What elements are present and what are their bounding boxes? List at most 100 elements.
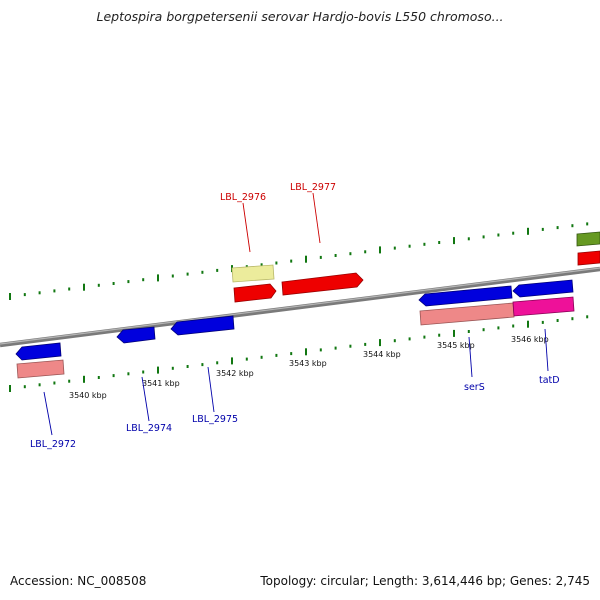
major-tick [9,293,11,300]
kbp-label: 3543 kbp [289,359,327,368]
minor-tick [319,255,322,259]
minor-tick [275,261,278,265]
minor-tick [142,278,145,282]
minor-tick [171,274,174,278]
gene-label-LBL_2977[interactable]: LBL_2977 [290,182,336,193]
minor-tick [127,372,130,376]
gene-label-LBL_2972[interactable]: LBL_2972 [30,439,76,450]
cds-serS[interactable] [418,285,513,307]
minor-tick [349,252,352,256]
major-tick [453,329,455,337]
minor-tick [541,227,544,231]
accession-text: Accession: NC_008508 [10,574,147,588]
minor-tick [260,263,263,267]
minor-tick [97,376,100,379]
gene-label-LBL_2974[interactable]: LBL_2974 [126,423,172,434]
gene-label-LBL_2975[interactable]: LBL_2975 [192,414,238,425]
minor-tick [541,320,544,324]
minor-tick [245,357,248,361]
minor-tick [497,233,500,237]
minor-tick [216,361,219,365]
gene-label-LBL_2976[interactable]: LBL_2976 [220,192,266,203]
minor-tick [171,366,174,370]
minor-tick [586,222,589,226]
cds-LBL_2972[interactable] [15,342,62,361]
cds-LBL_2975[interactable] [170,315,235,336]
chromosome-backbone [0,266,600,348]
minor-tick [290,259,293,263]
major-tick [157,366,159,374]
cds-LBL_2976[interactable] [233,283,277,303]
minor-tick [364,250,367,254]
major-tick [305,348,307,356]
minor-tick [290,352,293,356]
minor-tick [556,226,559,230]
minor-tick [53,289,56,293]
minor-tick [512,324,515,328]
kbp-label: 3541 kbp [142,379,180,388]
forward-tick-track [9,222,589,300]
minor-tick [201,270,204,274]
minor-tick [512,231,515,235]
chromosome-backbone-highlight [0,267,600,345]
map-title: Leptospira borgpetersenii serovar Hardjo… [96,9,504,24]
cds-LBL_2974[interactable] [116,326,156,344]
minor-tick [53,381,56,385]
major-tick [453,237,455,245]
minor-tick [556,319,559,322]
minor-tick [586,315,589,319]
minor-tick [482,328,485,332]
gene-olive-feature[interactable] [576,231,600,247]
major-tick [379,246,381,254]
minor-tick [408,337,411,341]
minor-tick [260,355,263,359]
major-tick [83,283,85,291]
minor-tick [364,342,367,346]
minor-tick [393,246,396,250]
gene-label-serS[interactable]: serS [464,382,485,393]
gene-tatD-feature[interactable] [512,296,575,317]
major-tick [305,255,307,263]
gene-serS-feature[interactable] [419,302,515,326]
kbp-label: 3540 kbp [69,391,107,400]
kbp-label: 3545 kbp [437,341,475,350]
minor-tick [438,241,441,244]
minor-tick [393,339,396,343]
minor-tick [275,353,278,357]
minor-tick [127,280,130,284]
cds-LBL_2977[interactable] [281,272,364,296]
gene-label-tatD[interactable]: tatD [539,375,560,386]
minor-tick [408,244,411,248]
kbp-label: 3546 kbp [511,335,549,344]
reverse-tick-track [9,315,589,392]
minor-tick [497,326,500,330]
minor-tick [23,385,26,389]
minor-tick [349,344,352,348]
label-leader-line [544,328,549,372]
cds-tatD[interactable] [512,279,574,298]
minor-tick [423,242,426,246]
major-tick [379,339,381,347]
minor-tick [186,365,189,368]
topology-text: Topology: circular; Length: 3,614,446 bp… [260,574,590,588]
minor-tick [423,335,426,339]
kbp-label: 3544 kbp [363,350,401,359]
gene-LBL_2972-feature[interactable] [16,359,65,379]
minor-tick [216,268,219,272]
gene-LBL_2976-feature[interactable] [231,264,275,283]
major-tick [231,357,233,365]
minor-tick [201,363,204,367]
label-leader-line [43,391,53,436]
minor-tick [186,272,189,276]
label-leader-line [242,202,251,253]
minor-tick [571,224,574,228]
minor-tick [571,317,574,321]
major-tick [527,320,529,328]
minor-tick [482,235,485,239]
cds-right-edge[interactable] [577,250,600,266]
minor-tick [467,330,470,333]
minor-tick [334,346,337,350]
label-leader-line [141,376,150,422]
label-leader-line [207,366,215,413]
